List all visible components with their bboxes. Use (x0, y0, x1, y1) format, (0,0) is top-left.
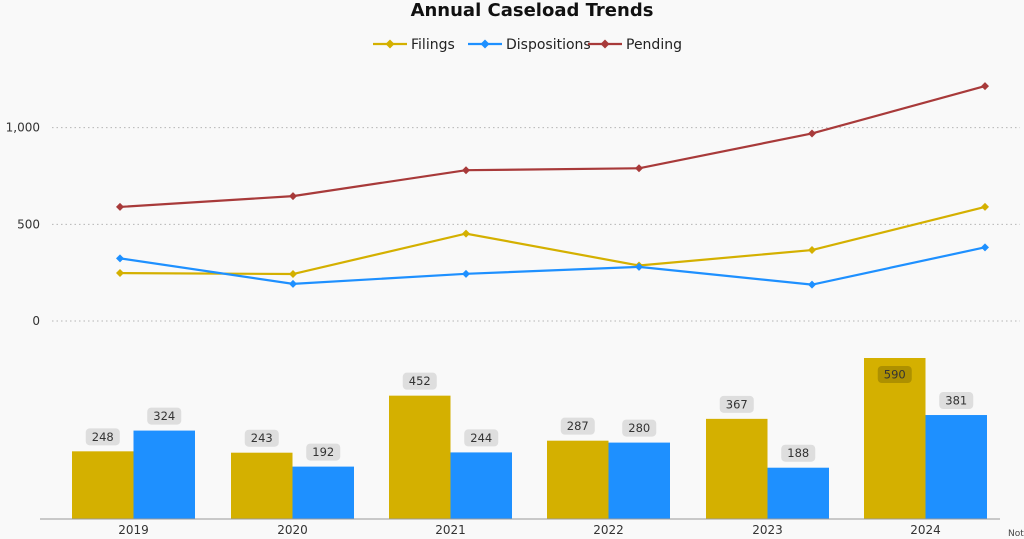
point-dispositions-2021 (462, 269, 470, 278)
bar-dispositions-2023 (767, 467, 829, 519)
point-filings-2019 (116, 269, 124, 278)
x-tick-2024: 2024 (910, 523, 941, 537)
bar-dispositions-2019 (133, 430, 195, 519)
data-label-bg-filings-2024 (877, 366, 912, 383)
line-filings (119, 205, 986, 276)
y-axis-ticks: 0 500 1,000 (6, 121, 40, 328)
data-label-bg-dispositions-2021 (464, 429, 499, 447)
data-label-dispositions-2023: 188 (787, 446, 809, 460)
data-label-filings-2022: 287 (567, 419, 589, 433)
bar-dispositions-2021 (450, 452, 512, 519)
bar-filings-2023 (706, 418, 768, 519)
point-dispositions-2019 (116, 254, 124, 263)
data-label-bg-filings-2020 (244, 429, 279, 447)
bar-filings-2019 (72, 451, 134, 519)
legend-label-pending: Pending (626, 37, 682, 53)
data-label-bg-filings-2019 (85, 428, 120, 446)
x-tick-2019: 2019 (118, 523, 149, 537)
data-label-dispositions-2019: 324 (153, 409, 175, 423)
point-dispositions-2024 (981, 243, 989, 252)
bar-filings-2020 (231, 452, 293, 519)
point-dispositions-2023 (808, 280, 816, 289)
legend-label-dispositions: Dispositions (506, 37, 591, 53)
footnote-fragment: Not (1008, 529, 1024, 539)
data-label-bg-filings-2023 (719, 395, 754, 413)
legend-label-filings: Filings (411, 37, 455, 53)
data-label-filings-2023: 367 (726, 397, 748, 411)
point-dispositions-2020 (289, 279, 297, 288)
point-filings-2020 (289, 270, 297, 279)
data-label-bg-dispositions-2022 (622, 419, 657, 437)
bar-dispositions-2024 (925, 415, 987, 519)
data-label-dispositions-2024: 381 (945, 394, 967, 408)
bar-filings-2022 (547, 440, 609, 519)
bar-panel: 248 243 452 287 367 590 324 192 244 280 188 381 (72, 358, 987, 519)
point-filings-2021 (462, 229, 470, 238)
x-axis-categories: 2019 2020 2021 2022 2023 2024 (118, 523, 941, 537)
x-tick-2022: 2022 (593, 523, 624, 537)
x-tick-2021: 2021 (435, 523, 466, 537)
point-pending-2020 (289, 192, 297, 201)
point-dispositions-2022 (635, 262, 643, 271)
data-label-bg-dispositions-2023 (781, 444, 816, 462)
point-pending-2024 (981, 82, 989, 91)
data-label-filings-2024: 590 (884, 368, 906, 382)
point-pending-2019 (116, 202, 124, 211)
point-pending-2022 (635, 164, 643, 173)
point-filings-2024 (981, 202, 989, 211)
point-filings-2023 (808, 246, 816, 255)
legend-marker-filings (385, 39, 395, 49)
bar-dispositions-2020 (292, 466, 354, 519)
bar-filings-2024 (864, 358, 926, 519)
y-tick-0: 0 (32, 314, 40, 328)
point-pending-2021 (462, 166, 470, 175)
chart-title: Annual Caseload Trends (411, 0, 654, 21)
data-label-dispositions-2022: 280 (628, 421, 650, 435)
data-label-bg-dispositions-2019 (147, 407, 182, 425)
legend-marker-dispositions (480, 39, 490, 49)
data-label-bg-dispositions-2020 (306, 443, 341, 461)
data-label-filings-2020: 243 (251, 431, 273, 445)
data-label-bg-dispositions-2024 (939, 392, 974, 410)
line-series (116, 82, 989, 289)
line-pending (119, 85, 986, 209)
y-tick-500: 500 (17, 217, 40, 231)
data-label-dispositions-2020: 192 (312, 445, 334, 459)
data-label-bg-filings-2022 (560, 417, 595, 435)
data-label-bg-filings-2021 (402, 372, 437, 390)
line-dispositions (119, 246, 986, 286)
y-tick-1000: 1,000 (6, 121, 40, 135)
x-tick-2020: 2020 (277, 523, 308, 537)
data-label-dispositions-2021: 244 (470, 431, 492, 445)
y-gridlines (52, 127, 1020, 322)
data-label-filings-2019: 248 (92, 430, 114, 444)
legend-marker-pending (600, 39, 610, 49)
data-label-filings-2021: 452 (409, 374, 431, 388)
legend: Filings Dispositions Pending (373, 37, 682, 53)
x-tick-2023: 2023 (752, 523, 783, 537)
point-pending-2023 (808, 129, 816, 138)
bar-dispositions-2022 (608, 442, 670, 519)
bar-filings-2021 (389, 395, 451, 519)
